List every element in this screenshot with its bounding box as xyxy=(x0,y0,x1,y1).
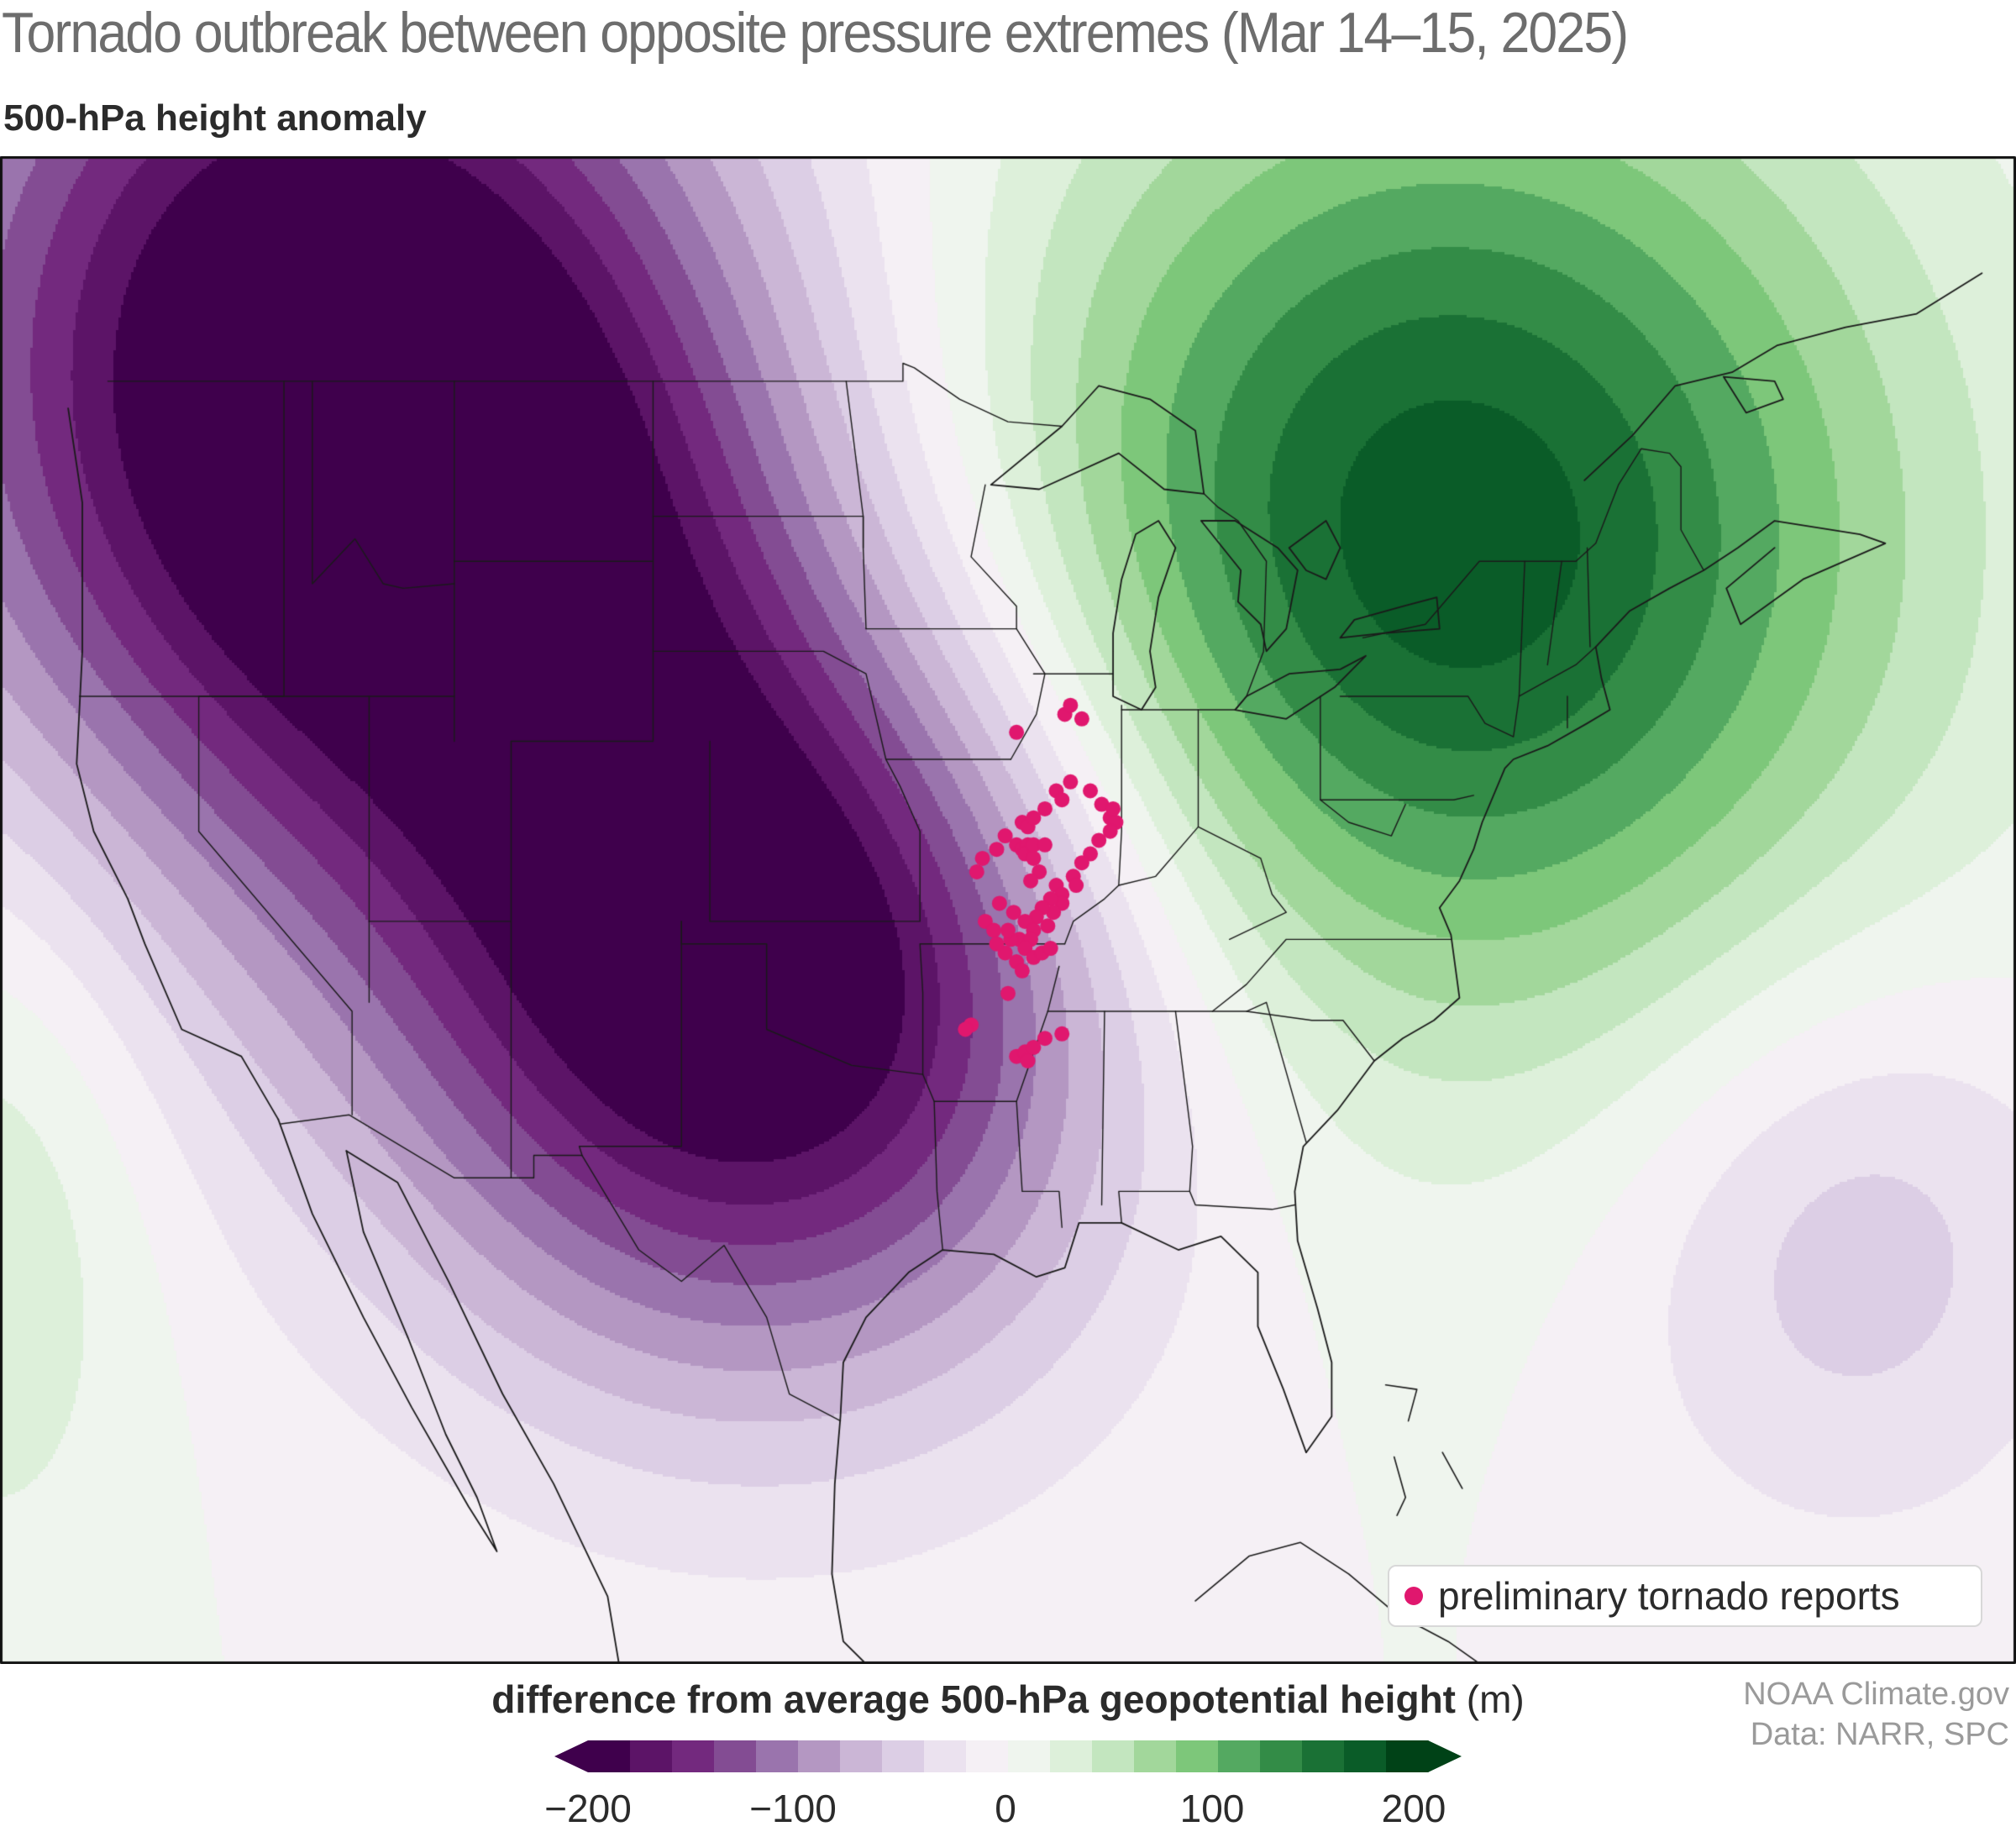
colorbar-bin xyxy=(588,1740,631,1772)
credit-data: Data: NARR, SPC xyxy=(1750,1717,2009,1752)
tornado-legend: preliminary tornado reports xyxy=(1388,1565,1982,1627)
colorbar-bin xyxy=(1302,1740,1345,1772)
colorbar-extend-high xyxy=(1428,1740,1462,1772)
colorbar-title-main: difference from average 500-hPa geopoten… xyxy=(491,1677,1456,1721)
colorbar-title-units: (m) xyxy=(1466,1677,1525,1721)
colorbar-bin xyxy=(714,1740,757,1772)
credit-source: NOAA Climate.gov xyxy=(1743,1677,2009,1712)
colorbar-bin xyxy=(1386,1740,1429,1772)
colorbar-bin xyxy=(798,1740,841,1772)
colorbar-bin xyxy=(882,1740,925,1772)
colorbar-bin xyxy=(1344,1740,1387,1772)
colorbar-tick-100: 100 xyxy=(1179,1787,1245,1830)
colorbar-bin xyxy=(966,1740,1009,1772)
height-anomaly-map xyxy=(0,156,2016,1664)
colorbar-title: difference from average 500-hPa geopoten… xyxy=(0,1677,2016,1722)
map-subtitle: 500-hPa height anomaly xyxy=(3,97,427,139)
colorbar-bin xyxy=(924,1740,967,1772)
colorbar-tick-max: 200 xyxy=(1381,1787,1446,1830)
colorbar-bin xyxy=(840,1740,883,1772)
colorbar-tick-min: −200 xyxy=(544,1787,632,1830)
colorbar-bin xyxy=(1050,1740,1093,1772)
colorbar-bin xyxy=(672,1740,715,1772)
colorbar-extend-low xyxy=(554,1740,588,1772)
colorbar-bin xyxy=(1176,1740,1219,1772)
colorbar-bin xyxy=(630,1740,673,1772)
colorbar-bin xyxy=(1260,1740,1303,1772)
colorbar-bin xyxy=(1008,1740,1051,1772)
colorbar-bin xyxy=(1092,1740,1135,1772)
page-title: Tornado outbreak between opposite pressu… xyxy=(2,1,1629,65)
colorbar-bin xyxy=(1218,1740,1261,1772)
colorbar xyxy=(554,1740,1462,1772)
tornado-marker-icon xyxy=(1404,1587,1423,1605)
tornado-legend-label: preliminary tornado reports xyxy=(1438,1574,1900,1618)
colorbar-bin xyxy=(1134,1740,1177,1772)
colorbar-bin xyxy=(756,1740,799,1772)
colorbar-tick-zero: 0 xyxy=(995,1787,1016,1830)
colorbar-tick-neg100: −100 xyxy=(749,1787,837,1830)
